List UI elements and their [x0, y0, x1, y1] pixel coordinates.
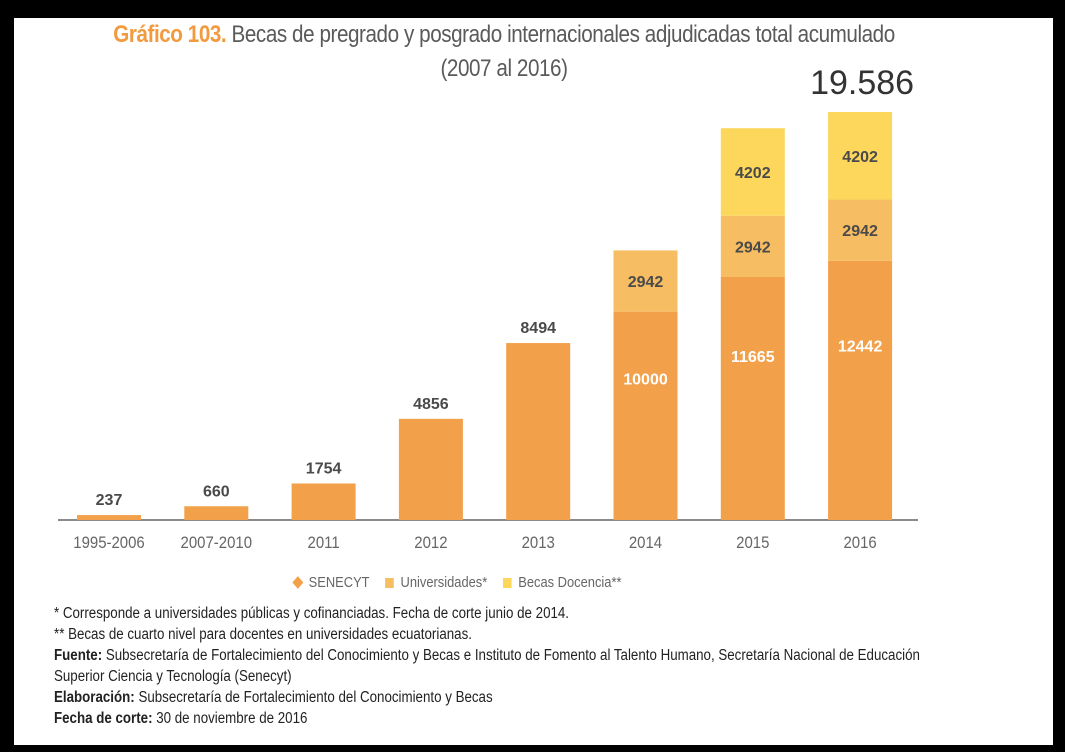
chart-legend: SENECYT Universidades* Becas Docencia** — [292, 574, 622, 591]
data-label-2016-0: 12442 — [838, 339, 883, 356]
legend-item-1: Universidades* — [385, 574, 487, 591]
chart-page: Gráfico 103. Becas de pregrado y posgrad… — [14, 18, 1053, 745]
bar-2015-2 — [720, 128, 785, 216]
data-label-2014-1: 2942 — [628, 274, 664, 291]
frame-right — [1053, 0, 1065, 752]
data-label-1995-2006-0: 237 — [96, 492, 123, 509]
x-tick-1995-2006: 1995-2006 — [73, 534, 145, 552]
note-universidades: * Corresponde a universidades públicas y… — [54, 605, 570, 622]
bar-2016-0 — [828, 260, 893, 520]
source-label: Fuente: — [54, 647, 103, 664]
bar-2013-0 — [506, 343, 571, 520]
x-tick-2013: 2013 — [522, 534, 555, 552]
bar-2007-2010-0 — [184, 506, 249, 520]
data-label-2014-0: 10000 — [623, 372, 668, 389]
legend-label-0: SENECYT — [308, 574, 370, 591]
bar-2014-0 — [613, 311, 678, 520]
data-label-2016-2: 4202 — [842, 149, 878, 166]
x-tick-2014: 2014 — [629, 534, 662, 552]
total-label: 19.586 — [810, 64, 914, 102]
data-label-2015-2: 4202 — [735, 165, 771, 182]
cut-date-text: 30 de noviembre de 2016 — [156, 710, 308, 727]
data-label-2015-1: 2942 — [735, 239, 771, 256]
x-tick-2016: 2016 — [843, 534, 876, 552]
bar-2012-0 — [398, 418, 463, 520]
legend-square-icon — [385, 577, 394, 588]
elaboration-label: Elaboración: — [54, 689, 135, 706]
note-source: Fuente: Subsecretaría de Fortalecimiento… — [54, 645, 948, 666]
x-tick-2012: 2012 — [414, 534, 447, 552]
legend-item-2: Becas Docencia** — [502, 574, 622, 591]
bar-2016-2 — [828, 112, 893, 200]
chart-title: Gráfico 103. Becas de pregrado y posgrad… — [83, 18, 926, 86]
bar-2016-1 — [828, 199, 893, 261]
data-label-2013-0: 8494 — [520, 320, 556, 337]
data-label-2016-1: 2942 — [842, 223, 878, 240]
data-label-2015-0: 11665 — [731, 349, 775, 366]
cut-date-label: Fecha de corte: — [54, 710, 153, 727]
frame-left — [0, 0, 14, 752]
x-tick-2007-2010: 2007-2010 — [181, 534, 253, 552]
chart-title-label: Gráfico 103. — [113, 21, 227, 48]
chart-subtitle: (2007 al 2016) — [440, 55, 568, 82]
bar-2015-1 — [720, 215, 785, 278]
frame-top — [0, 0, 1065, 18]
frame-bottom — [0, 745, 1065, 752]
note-becas-docencia: ** Becas de cuarto nivel para docentes e… — [54, 626, 472, 643]
legend-square-icon — [502, 577, 512, 588]
data-label-2007-2010-0: 660 — [203, 483, 230, 500]
legend-label-1: Universidades* — [400, 574, 488, 591]
data-label-2012-0: 4856 — [413, 396, 449, 413]
bar-2014-1 — [613, 250, 678, 312]
chart-title-text: Becas de pregrado y posgrado internacion… — [231, 21, 896, 48]
bar-1995-2006-0 — [77, 515, 141, 520]
legend-label-2: Becas Docencia** — [518, 574, 622, 591]
source-text: Subsecretaría de Fortalecimiento del Con… — [105, 647, 920, 664]
legend-diamond-icon — [292, 576, 304, 589]
bar-2015-0 — [720, 277, 785, 520]
bar-chart: 237 1995-2006 660 2007-2010 1754 2011 4856 2012… — [58, 64, 918, 552]
elaboration-text: Subsecretaría de Fortalecimiento del Con… — [138, 689, 493, 706]
note-cut-date: Fecha de corte: 30 de noviembre de 2016 — [54, 708, 948, 729]
bar-2011-0 — [291, 483, 356, 520]
source-text-continued: Superior Ciencia y Tecnología (Senecyt) — [54, 668, 292, 685]
chart-notes: * Corresponde a universidades públicas y… — [54, 603, 948, 729]
x-tick-2011: 2011 — [308, 534, 340, 552]
note-elaboration: Elaboración: Subsecretaría de Fortalecim… — [54, 687, 948, 708]
x-tick-2015: 2015 — [736, 534, 769, 552]
data-label-2011-0: 1754 — [306, 460, 342, 477]
legend-item-0: SENECYT — [292, 574, 370, 591]
